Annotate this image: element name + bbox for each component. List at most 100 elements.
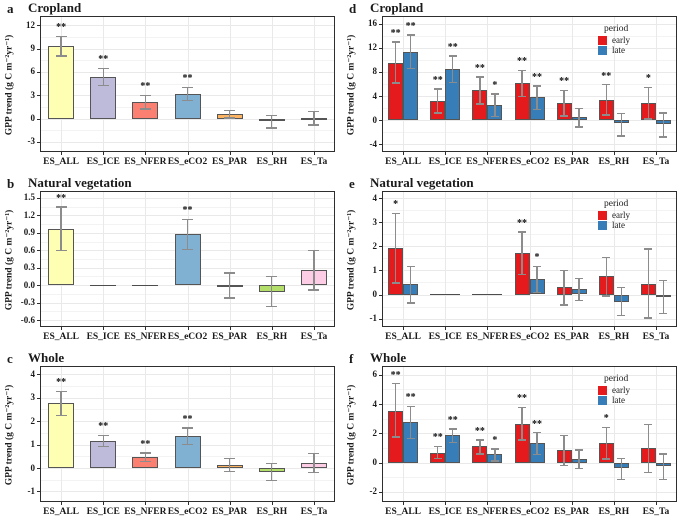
- y-tick-mark: [379, 47, 382, 49]
- error-bar-cap-bottom: [406, 437, 415, 440]
- significance-star: **: [474, 62, 485, 74]
- x-tick-label: ES_Ta: [300, 157, 328, 167]
- x-tick-mark: [313, 152, 315, 155]
- error-bar-cap-top: [518, 406, 526, 409]
- vertical-gridline: [229, 16, 231, 152]
- error-bar-cap-top: [448, 55, 457, 57]
- error-bar: [620, 113, 622, 136]
- error-bar-cap-bottom: [644, 118, 653, 120]
- y-axis-title: GPP trend (g C m⁻²yr⁻¹): [346, 209, 357, 311]
- legend-swatch-late: [598, 395, 607, 405]
- error-bar: [452, 428, 454, 443]
- error-bar-cap-bottom: [602, 295, 611, 297]
- error-bar-cap-bottom: [433, 112, 442, 114]
- error-bar-cap-top: [433, 445, 442, 448]
- x-tick-mark: [445, 152, 447, 155]
- y-tick-mark: [37, 95, 40, 97]
- error-bar-cap-top: [266, 114, 278, 116]
- error-bar-cap-bottom: [97, 445, 109, 448]
- x-tick-mark: [403, 502, 405, 505]
- x-tick-mark: [613, 327, 615, 330]
- vertical-gridline: [187, 16, 189, 152]
- error-bar-cap-top: [575, 107, 584, 109]
- error-bar-cap-bottom: [575, 467, 584, 469]
- error-bar-cap-bottom: [475, 103, 484, 105]
- significance-star: **: [182, 73, 193, 85]
- error-bar-cap-bottom: [182, 443, 193, 445]
- significance-star: **: [559, 76, 570, 88]
- x-tick-mark: [613, 152, 615, 155]
- vertical-gridline: [229, 366, 231, 502]
- panel-b-natural-vegetation: 1.5 1.2 0.9 0.6 0.3 0.0 -0.3 -0.6 ** ** ES_ALL ES_I…: [0, 175, 342, 350]
- error-bar-cap-bottom: [644, 317, 653, 319]
- x-tick-label: ES_RH: [256, 157, 288, 167]
- y-tick-label: 3: [30, 392, 36, 403]
- error-bar-cap-top: [55, 35, 67, 38]
- error-bar-cap-bottom: [518, 95, 526, 97]
- zero-bar: [472, 294, 488, 296]
- error-bar: [647, 248, 650, 318]
- x-tick-label: ES_eCO2: [509, 507, 550, 517]
- significance-star: **: [432, 432, 443, 444]
- x-tick-mark: [445, 502, 447, 505]
- panel-letter: d: [349, 1, 357, 16]
- y-tick-label: -3: [27, 136, 36, 147]
- error-bar-cap-top: [308, 111, 320, 113]
- zero-bar: [445, 294, 461, 296]
- significance-star: *: [492, 79, 498, 91]
- error-bar-cap-top: [560, 89, 569, 91]
- error-bar: [647, 424, 650, 472]
- panel-f-whole-period: 6 4 2 0 -2 ** ** ** ** * ** ** * ** ES_ALL ES_ICE ES_NFE…: [342, 350, 685, 525]
- vertical-gridline: [403, 191, 405, 327]
- x-tick-mark: [103, 152, 105, 155]
- error-bar: [494, 93, 496, 117]
- error-bar-cap-top: [533, 432, 541, 434]
- y-tick-mark: [37, 320, 40, 322]
- error-bar: [409, 266, 412, 303]
- error-bar: [578, 278, 580, 301]
- error-bar: [228, 110, 231, 118]
- vertical-gridline: [313, 16, 315, 152]
- panel-title: Cropland: [28, 0, 82, 15]
- panel-title: Whole: [28, 350, 65, 365]
- x-tick-label: ES_RH: [598, 507, 630, 517]
- vertical-gridline: [613, 366, 615, 502]
- panel-a-cropland: 12 9 6 3 0 -3 ** ** ** ** ES_ALL ES_ICE ES_NFER ES_eC…: [0, 0, 342, 175]
- y-tick-mark: [379, 96, 382, 98]
- x-tick-label: ES_PAR: [212, 157, 248, 167]
- legend-label: late: [612, 395, 625, 405]
- legend-title: period: [604, 199, 629, 209]
- significance-star: **: [517, 217, 527, 229]
- y-axis-title: GPP trend (g C m⁻²yr⁻¹): [4, 384, 15, 486]
- error-bar-cap-top: [575, 449, 584, 451]
- legend-swatch-late: [598, 45, 607, 55]
- vertical-gridline: [529, 366, 531, 502]
- error-bar: [563, 90, 565, 116]
- vertical-gridline: [445, 191, 447, 327]
- significance-star: **: [56, 377, 67, 389]
- error-bar-cap-top: [518, 69, 526, 72]
- significance-star: **: [182, 205, 193, 217]
- plot-area: 4 3 2 1 0 -1 ** ** ** ** ES_ALL ES_ICE ES_NFER ES_eCO…: [0, 350, 342, 525]
- y-tick-label: 0.9: [23, 227, 35, 238]
- error-bar: [186, 87, 189, 101]
- error-bar: [536, 432, 538, 455]
- error-bar-cap-top: [391, 383, 400, 385]
- error-bar: [102, 68, 104, 86]
- plot-panel-border: [40, 191, 335, 327]
- vertical-gridline: [145, 16, 147, 152]
- error-bar: [563, 270, 565, 305]
- error-bar: [409, 406, 412, 439]
- y-tick-mark: [379, 222, 382, 224]
- error-bar-cap-bottom: [617, 478, 626, 481]
- vertical-gridline: [571, 16, 573, 152]
- y-tick-label: 4: [30, 368, 36, 379]
- x-tick-label: ES_NFER: [466, 332, 509, 342]
- error-bar: [394, 213, 397, 283]
- error-bar-cap-top: [560, 434, 569, 436]
- y-tick-label: -1: [27, 485, 36, 496]
- y-axis-title: GPP trend (g C m⁻²yr⁻¹): [346, 384, 357, 486]
- zero-bar: [132, 284, 159, 287]
- legend: period early late: [598, 24, 668, 55]
- error-bar: [605, 257, 607, 296]
